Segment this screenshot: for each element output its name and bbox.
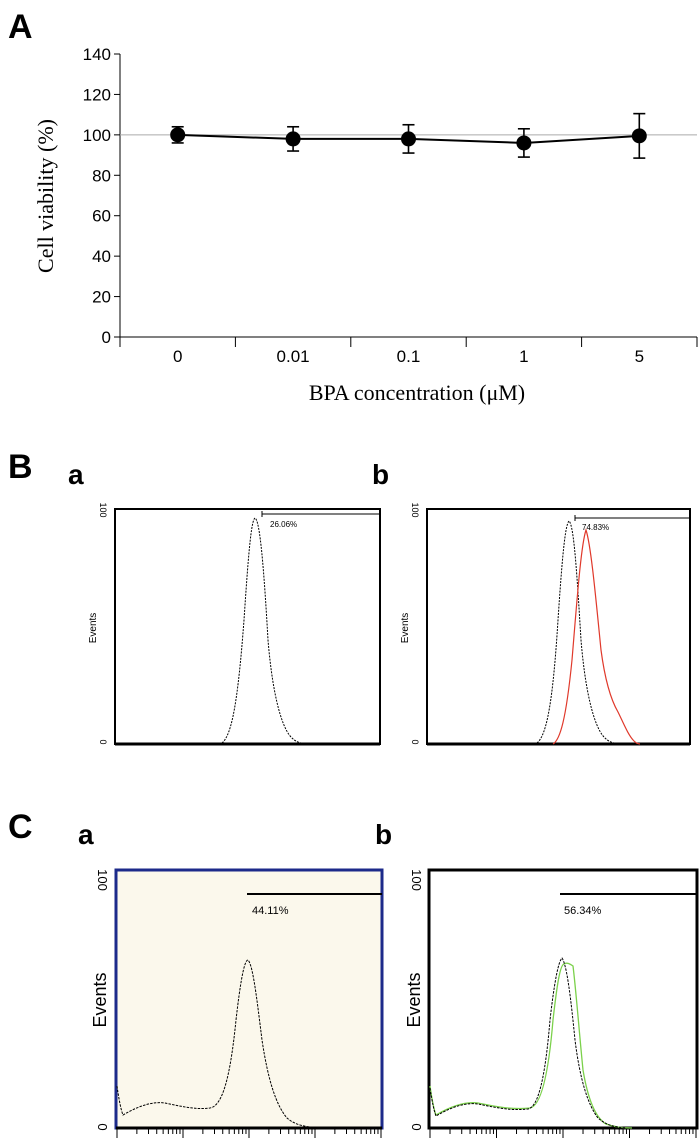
- y-axis-label: Events: [90, 972, 110, 1027]
- control-histogram: [221, 517, 306, 745]
- panel-a-letter: A: [8, 8, 33, 46]
- y-axis-label: Events: [404, 972, 424, 1027]
- control-histogram: [116, 959, 321, 1129]
- data-point: [631, 128, 647, 144]
- data-point: [285, 131, 301, 147]
- y-tick-label: 120: [83, 85, 111, 104]
- y-max-label: 100: [95, 869, 110, 891]
- panel-c-a-label: a: [78, 819, 94, 850]
- x-tick-label: 5: [635, 347, 644, 366]
- gate-percent: 26.06%: [270, 520, 297, 529]
- y-axis-label: Events: [88, 613, 99, 644]
- x-tick-label: 0: [173, 347, 182, 366]
- bpa-histogram: [552, 528, 641, 745]
- y-tick-label: 60: [92, 207, 111, 226]
- y-tick-label: 0: [102, 328, 111, 347]
- histogram-c-b: 100 0 Events 56.34%: [404, 868, 699, 1138]
- y-tick-label: 140: [83, 45, 111, 64]
- gate-percent: 74.83%: [582, 523, 609, 532]
- cell-viability-chart: 0 20 40 60 80 100 120 140 0 0.01 0.1 1 5 Cell viabi…: [33, 45, 698, 405]
- y-axis-label: Cell viability (%): [33, 119, 58, 273]
- y-max-label: 100: [409, 869, 424, 891]
- x-tick-label: 0.1: [397, 347, 421, 366]
- control-histogram: [536, 520, 619, 745]
- panel-b-letter: B: [8, 448, 33, 486]
- gate-percent: 44.11%: [252, 905, 289, 917]
- plot-frame: [114, 508, 381, 745]
- y-tick-label: 20: [92, 288, 111, 307]
- y-tick-label: 80: [92, 166, 111, 185]
- bpa-histogram: [429, 962, 633, 1129]
- y-min-label: 0: [98, 739, 108, 744]
- control-histogram: [429, 957, 627, 1129]
- y-min-label: 0: [95, 1123, 110, 1130]
- panel-c-b-label: b: [375, 819, 392, 850]
- histogram-b-b: 100 0 Events 74.83%: [400, 502, 691, 746]
- gate-percent: 56.34%: [564, 905, 602, 917]
- histogram-b-a: 100 0 Events 26.06%: [88, 502, 381, 746]
- histogram-c-a: 100 0 Events 44.11%: [90, 868, 384, 1138]
- x-tick-label: 0.01: [277, 347, 310, 366]
- x-tick-label: 1: [519, 347, 528, 366]
- y-max-label: 100: [98, 502, 108, 517]
- plot-frame: [427, 868, 699, 1130]
- y-min-label: 0: [410, 739, 420, 744]
- panel-b-a-label: a: [68, 459, 84, 490]
- data-point: [170, 127, 186, 143]
- plot-frame: [426, 508, 691, 745]
- y-min-label: 0: [409, 1123, 424, 1130]
- panel-b-b-label: b: [372, 459, 389, 490]
- data-point: [401, 131, 416, 147]
- x-axis-label: BPA concentration (μM): [309, 380, 525, 405]
- y-max-label: 100: [410, 502, 420, 517]
- y-tick-label: 100: [83, 126, 111, 145]
- y-axis-label: Events: [400, 613, 411, 644]
- data-point: [516, 135, 532, 151]
- y-tick-label: 40: [92, 247, 111, 266]
- plot-frame: [114, 868, 384, 1130]
- panel-c-letter: C: [8, 808, 33, 846]
